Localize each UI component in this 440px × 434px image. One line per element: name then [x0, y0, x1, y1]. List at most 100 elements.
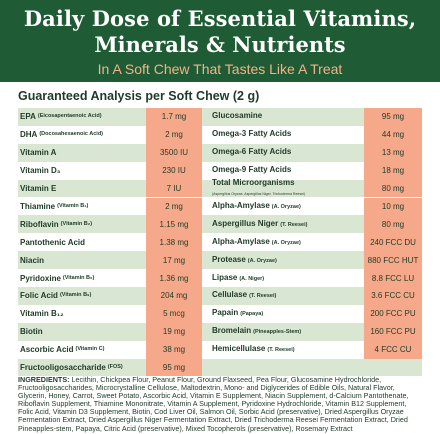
table-row: Vitamin A 3500 IU Omega-6 Fatty Acids 13 mg — [18, 143, 422, 162]
nutrient-sublabel: (A. Oryzae) — [271, 203, 301, 210]
nutrient-value: 18 mg — [364, 161, 422, 180]
title-line-1: Daily Dose of Essential Vitamins, — [23, 6, 417, 31]
nutrient-name: Alpha-Amylase (A. Oryzae) — [212, 233, 364, 251]
table-row: Thiamine (Vitamin B₁) 2 mg Alpha-Amylase (A.… — [18, 197, 422, 216]
nutrient-value: 2 mg — [146, 197, 202, 216]
nutrient-name: Omega-9 Fatty Acids — [212, 162, 364, 180]
nutrient-name: Aspergillus Niger (T. Reesei) — [212, 215, 364, 233]
nutrient-value: 1.36 mg — [146, 269, 202, 287]
nutrient-label: Omega-6 Fatty Acids — [212, 147, 292, 157]
nutrient-name: Glucosamine — [212, 108, 364, 126]
nutrient-name — [212, 359, 364, 377]
nutrient-sublabel: (Vitamin B₆) — [62, 274, 95, 281]
nutrient-name: Biotin — [20, 323, 146, 341]
table-row: Vitamin D₃ 230 IU Omega-9 Fatty Acids 18 mg — [18, 161, 422, 180]
nutrient-name: Papain (Papaya) — [212, 305, 364, 323]
nutrient-value: 5 mcg — [146, 304, 202, 323]
nutrient-name: Riboflavin (Vitamin B₂) — [20, 215, 146, 233]
nutrient-name: Cellulase (T. Reesei) — [212, 287, 364, 305]
nutrient-sublabel: (Eicosapentaenoic Acid) — [37, 113, 102, 120]
nutrient-label: Vitamin B₁₂ — [20, 309, 64, 319]
nutrient-label: Vitamin E — [20, 184, 57, 194]
nutrient-label: Alpha-Amylase — [212, 236, 270, 246]
nutrient-label: Pantothenic Acid — [20, 237, 86, 247]
table-row: DHA (Docosahexaenoic Acid) 2 mg Omega-3 Fat… — [18, 125, 422, 144]
nutrient-value: 880 FCC HUT — [364, 251, 422, 270]
nutrient-value: 240 FCC DU — [364, 233, 422, 252]
nutrient-value: 1.7 mg — [146, 108, 202, 126]
nutrient-sublabel: (Pineapples-Stem) — [253, 329, 302, 336]
nutrient-sublabel: (A. Oryzae) — [271, 239, 301, 246]
nutrient-name: Pantothenic Acid — [20, 233, 146, 251]
nutrient-value: 10 mg — [364, 197, 422, 216]
nutrient-label: Papain — [212, 308, 239, 318]
nutrient-value: 230 IU — [146, 161, 202, 180]
nutrient-value: 13 mg — [364, 143, 422, 162]
nutrient-sublabel: (Vitamin B₉) — [59, 292, 92, 299]
nutrient-value: 19 mg — [146, 322, 202, 341]
table-row: Vitamin B₁₂ 5 mcg Papain (Papaya) 200 FCC PU — [18, 304, 422, 323]
nutrient-value: 1.38 mg — [146, 233, 202, 252]
nutrient-value: 95 mg — [364, 108, 422, 126]
nutrient-label: Lipase — [212, 272, 238, 282]
nutrient-value: 8.8 FCC LU — [364, 269, 422, 287]
nutrient-label: Protease — [212, 254, 246, 264]
nutrient-sublabel: (Vitamin B₁) — [57, 202, 89, 209]
nutrient-name: Alpha-Amylase (A. Oryzae) — [212, 198, 364, 216]
nutrient-value: 44 mg — [364, 125, 422, 144]
ingredients-list: Lecithin, Chickpea Flour, Peanut Flour, … — [18, 375, 409, 433]
nutrient-sublabel: (T. Reesei) — [267, 347, 295, 354]
nutrient-sublabel: (T. Reesei) — [280, 221, 308, 228]
table-row: Vitamin E 7 IU Total Microorganisms (Asperg… — [18, 178, 422, 198]
nutrient-label: Pyridoxine — [20, 273, 61, 283]
table-row: Biotin 19 mg Bromelain (Pineapples-Stem) 160… — [18, 322, 422, 341]
nutrient-label: Vitamin A — [20, 148, 57, 158]
nutrient-name: Protease (A. Oryzae) — [212, 251, 364, 269]
nutrient-sublabel: (Vitamin B₂) — [60, 220, 93, 227]
table-row: EPA (Eicosapentaenoic Acid) 1.7 mg Glucosam… — [18, 108, 422, 126]
nutrient-value: 17 mg — [146, 251, 202, 270]
nutrient-name: Omega-6 Fatty Acids — [212, 144, 364, 162]
nutrient-name: Pyridoxine (Vitamin B₆) — [20, 269, 146, 287]
nutrient-sublabel: (Docosahexaenoic Acid) — [39, 131, 104, 138]
nutrient-value: 4 FCC CU — [364, 340, 422, 359]
nutrient-value: 80 mg — [364, 179, 422, 198]
nutrient-sublabel: (T. Reesei) — [249, 293, 277, 300]
nutrient-name: Total Microorganisms (Aspergillus Oryzae,… — [212, 178, 364, 198]
nutrient-name: Vitamin D₃ — [20, 162, 146, 180]
nutrient-detail: (Aspergillus Oryzae, Aspergillus Niger, … — [212, 192, 305, 197]
nutrient-value: 7 IU — [146, 179, 202, 198]
nutrient-label: Cellulase — [212, 290, 248, 300]
nutrient-sublabel: (Papaya) — [240, 311, 264, 318]
nutrient-sublabel: (A. Niger) — [239, 275, 265, 282]
nutrient-name: Ascorbic Acid (Vitamin C) — [20, 341, 146, 359]
nutrient-value: 160 FCC PU — [364, 322, 422, 341]
nutrient-label: Bromelain — [212, 326, 252, 336]
nutrient-sublabel: (A. Oryzae) — [247, 257, 277, 264]
nutrient-sublabel: (FOS) — [107, 364, 123, 371]
nutrient-name: Hemicellulase (T. Reesei) — [212, 341, 364, 359]
nutrient-name: DHA (Docosahexaenoic Acid) — [20, 126, 146, 144]
nutrient-label: Glucosamine — [212, 111, 263, 121]
nutrient-name: Lipase (A. Niger) — [212, 269, 364, 287]
nutrient-name: Thiamine (Vitamin B₁) — [20, 198, 146, 216]
nutrient-value: 204 mg — [146, 287, 202, 305]
nutrient-label: Folic Acid — [20, 291, 58, 301]
nutrient-label: Vitamin D₃ — [20, 166, 61, 176]
nutrient-label: Biotin — [20, 327, 43, 337]
nutrient-label: EPA — [20, 112, 36, 122]
nutrient-value: 3500 IU — [146, 143, 202, 162]
table-row: Niacin 17 mg Protease (A. Oryzae) 880 FCC HU… — [18, 251, 422, 270]
table-row: Pyridoxine (Vitamin B₆) 1.36 mg Lipase (A. N… — [18, 269, 422, 287]
ingredients-text: INGREDIENTS: Lecithin, Chickpea Flour, P… — [18, 375, 422, 433]
nutrient-label: Alpha-Amylase — [212, 200, 270, 210]
nutrient-name: Niacin — [20, 251, 146, 269]
nutrient-name: Vitamin E — [20, 180, 146, 198]
nutrient-label: Aspergillus Niger — [212, 218, 279, 228]
nutrient-label: Riboflavin — [20, 219, 59, 229]
tagline: In A Soft Chew That Tastes Like A Treat — [97, 61, 343, 77]
analysis-title: Guaranteed Analysis per Soft Chew (2 g) — [18, 89, 260, 103]
nutrient-name: Omega-3 Fatty Acids — [212, 126, 364, 144]
nutrient-label: Omega-3 Fatty Acids — [212, 129, 292, 139]
nutrient-value: 80 mg — [364, 215, 422, 234]
